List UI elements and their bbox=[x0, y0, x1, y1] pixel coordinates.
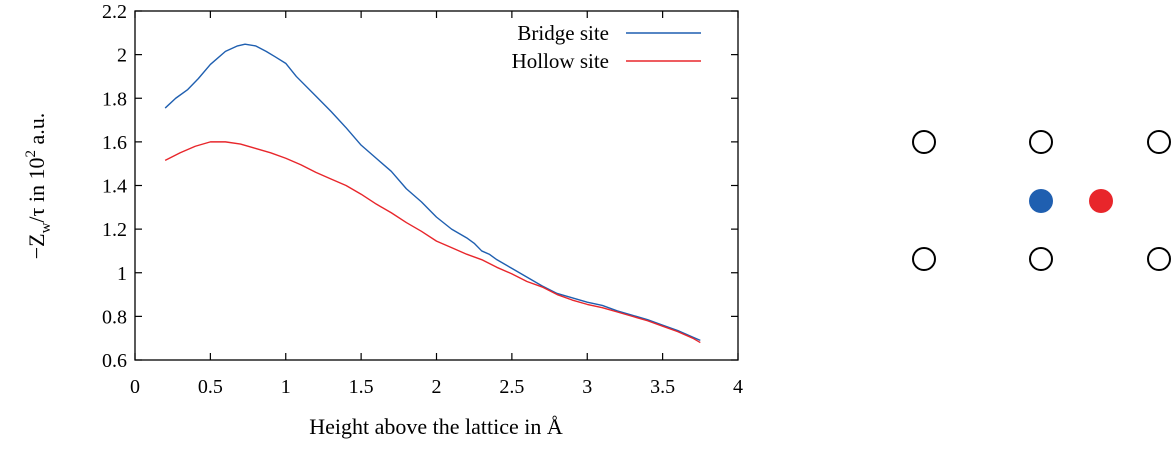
y-tick-label: 1.4 bbox=[102, 176, 127, 198]
x-tick-label: 3 bbox=[582, 376, 592, 398]
y-tick-label: 1 bbox=[117, 263, 127, 285]
plot-area: 0 0.5 1 1.5 2 2.5 3 3.5 4 0.6 0.8 1 1.2 1.4 1.6 1.8 2 2.2 bbox=[102, 1, 743, 398]
hollow-site-marker bbox=[1089, 189, 1113, 213]
y-axis-title-suffix: a.u. bbox=[24, 113, 49, 150]
y-tick-label: 0.8 bbox=[102, 306, 127, 328]
y-tick-label: 2 bbox=[117, 45, 127, 67]
y-tick-label: 2.2 bbox=[102, 1, 127, 23]
x-tick-label: 2 bbox=[432, 376, 442, 398]
x-axis-title: Height above the lattice in Å bbox=[309, 414, 563, 439]
svg-text:−Zw/τ in 102 a.u.: −Zw/τ in 102 a.u. bbox=[23, 113, 54, 260]
x-tick-label: 0.5 bbox=[198, 376, 223, 398]
lattice-atom bbox=[1147, 130, 1171, 154]
x-tick-label: 0 bbox=[130, 376, 140, 398]
y-axis-title-middle: /τ in 10 bbox=[24, 157, 49, 222]
bridge-site-marker bbox=[1029, 189, 1053, 213]
legend-label-bridge-site: Bridge site bbox=[517, 21, 609, 45]
lattice-atom bbox=[912, 247, 936, 271]
series-line-hollow-site bbox=[164, 141, 701, 344]
y-tick-label: 1.2 bbox=[102, 219, 127, 241]
lattice-diagram bbox=[912, 130, 1171, 271]
y-axis-title: −Zw/τ in 102 a.u. bbox=[23, 113, 54, 260]
plot-frame bbox=[134, 10, 739, 361]
y-axis-title-prefix: −Z bbox=[24, 233, 49, 259]
y-axis-title-superscript: 2 bbox=[23, 150, 39, 158]
lattice-atom bbox=[1147, 247, 1171, 271]
x-tick-label: 1.5 bbox=[349, 376, 374, 398]
y-tick-label: 0.6 bbox=[102, 350, 127, 372]
lattice-atom bbox=[912, 130, 936, 154]
x-tick-label: 4 bbox=[733, 376, 743, 398]
x-tick-label: 3.5 bbox=[650, 376, 675, 398]
y-axis-title-subscript: w bbox=[38, 222, 54, 233]
x-tick-label: 2.5 bbox=[499, 376, 524, 398]
lattice-atom bbox=[1029, 247, 1053, 271]
legend-label-hollow-site: Hollow site bbox=[512, 49, 609, 73]
y-tick-label: 1.6 bbox=[102, 132, 127, 154]
x-tick-label: 1 bbox=[281, 376, 291, 398]
series-line-bridge-site bbox=[164, 43, 701, 342]
lattice-atom bbox=[1029, 130, 1053, 154]
legend: Bridge site Hollow site bbox=[512, 21, 701, 73]
y-tick-label: 1.8 bbox=[102, 88, 127, 110]
